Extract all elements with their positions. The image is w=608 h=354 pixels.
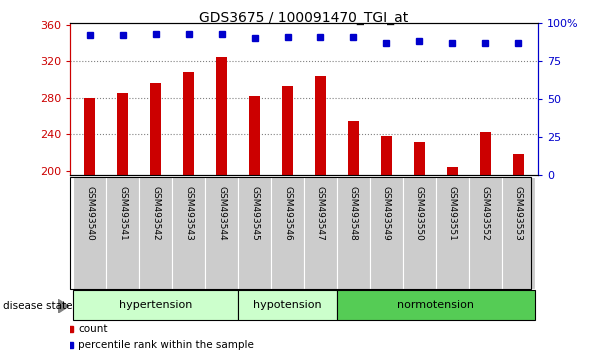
Bar	[73, 177, 106, 289]
Text: GSM493550: GSM493550	[415, 186, 424, 241]
Bar	[238, 290, 337, 320]
Bar	[238, 177, 271, 289]
Bar	[370, 177, 403, 289]
Bar	[447, 167, 458, 175]
Text: GSM493549: GSM493549	[382, 186, 391, 241]
Bar	[183, 72, 195, 175]
Text: GSM493543: GSM493543	[184, 186, 193, 241]
Text: GSM493552: GSM493552	[481, 186, 490, 241]
Bar	[271, 177, 304, 289]
Bar	[315, 76, 326, 175]
Text: GSM493553: GSM493553	[514, 186, 523, 241]
Bar	[205, 177, 238, 289]
Text: GSM493540: GSM493540	[85, 186, 94, 241]
Bar	[337, 177, 370, 289]
Bar	[172, 177, 205, 289]
Text: GSM493548: GSM493548	[349, 186, 358, 241]
Text: GSM493542: GSM493542	[151, 186, 160, 241]
Bar	[117, 93, 128, 175]
Text: hypotension: hypotension	[253, 300, 322, 310]
Bar	[139, 177, 172, 289]
Bar	[249, 96, 260, 175]
Bar	[106, 177, 139, 289]
Bar	[469, 177, 502, 289]
Text: percentile rank within the sample: percentile rank within the sample	[78, 340, 254, 350]
Bar	[84, 98, 95, 175]
Bar	[381, 136, 392, 175]
Text: GSM493545: GSM493545	[250, 186, 259, 241]
Text: GSM493544: GSM493544	[217, 186, 226, 241]
Text: count: count	[78, 324, 108, 334]
Bar	[348, 121, 359, 175]
Bar	[216, 57, 227, 175]
Bar	[403, 177, 436, 289]
Bar	[513, 154, 524, 175]
Text: GSM493541: GSM493541	[118, 186, 127, 241]
Bar	[413, 142, 425, 175]
Text: GDS3675 / 100091470_TGI_at: GDS3675 / 100091470_TGI_at	[199, 11, 409, 25]
Text: disease state: disease state	[3, 301, 72, 311]
Bar	[337, 290, 535, 320]
Bar	[73, 290, 238, 320]
Bar	[282, 86, 293, 175]
Bar	[480, 132, 491, 175]
Bar	[502, 177, 535, 289]
Text: GSM493547: GSM493547	[316, 186, 325, 241]
Text: GSM493551: GSM493551	[448, 186, 457, 241]
Text: hypertension: hypertension	[119, 300, 192, 310]
Bar	[304, 177, 337, 289]
Bar	[150, 83, 161, 175]
Bar	[436, 177, 469, 289]
Text: normotension: normotension	[398, 300, 474, 310]
Text: GSM493546: GSM493546	[283, 186, 292, 241]
Polygon shape	[58, 299, 69, 313]
